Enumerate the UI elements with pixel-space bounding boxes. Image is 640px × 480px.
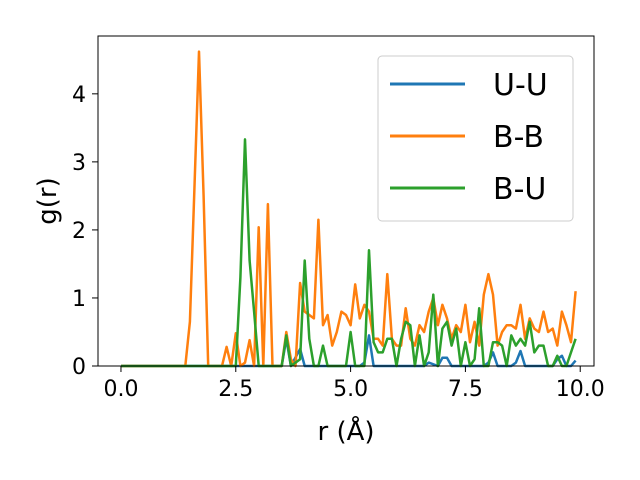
legend: U-U B-B B-U (377, 55, 574, 222)
y-tick-label: 3 (72, 151, 86, 176)
y-tick-label: 1 (72, 287, 86, 312)
legend-label-bb: B-B (493, 120, 544, 155)
x-axis-label: r (Å) (317, 415, 374, 447)
x-tick-label: 7.5 (448, 377, 483, 402)
legend-label-bu: B-U (493, 172, 546, 207)
legend-box (377, 55, 574, 222)
y-tick-label: 0 (72, 355, 86, 380)
x-tick-label: 0.0 (103, 377, 138, 402)
x-tick-label: 10.0 (556, 377, 605, 402)
y-axis: 0 1 2 3 4 (72, 83, 98, 380)
x-tick-label: 2.5 (218, 377, 253, 402)
x-axis: 0.0 2.5 5.0 7.5 10.0 (103, 366, 605, 402)
y-axis-label: g(r) (33, 177, 63, 224)
plot-frame (97, 35, 595, 367)
x-tick-label: 5.0 (333, 377, 368, 402)
legend-label-uu: U-U (493, 68, 548, 103)
y-tick-label: 4 (72, 83, 86, 108)
y-tick-label: 2 (72, 219, 86, 244)
series-line-b-b (121, 50, 577, 368)
